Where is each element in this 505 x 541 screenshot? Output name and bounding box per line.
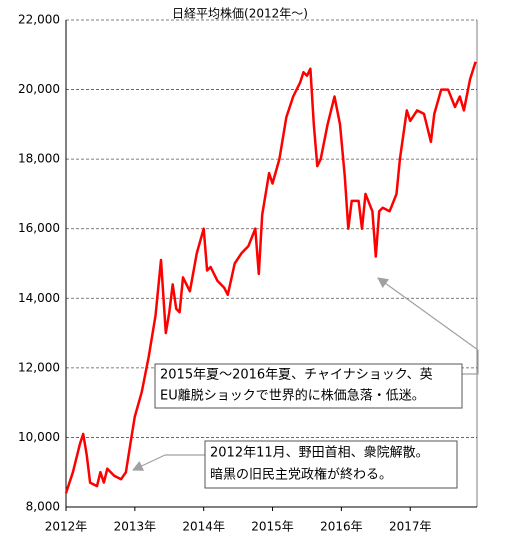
x-tick-label: 2016年 [320,520,363,534]
x-tick-label: 2013年 [114,520,157,534]
callout-line [462,350,479,375]
y-tick-label: 18,000 [18,152,60,166]
y-tick-label: 16,000 [18,221,60,235]
annotation-box [154,363,463,409]
x-tick-label: 2012年 [45,520,88,534]
annotation-text: 2012年11月、野田首相、衆院解散。 [210,445,429,461]
y-tick-label: 20,000 [18,82,60,96]
y-tick-label: 14,000 [18,291,60,305]
annotation-text: 2015年夏～2016年夏、チャイナショック、英 [160,368,433,383]
y-tick-label: 10,000 [18,430,60,444]
x-tick-label: 2014年 [182,520,225,534]
y-tick-label: 8,000 [26,500,60,514]
callout-arrow [132,454,166,471]
annotation-box [204,440,458,489]
annotation-text: 暗黒の旧民主党政権が終わる。 [210,467,392,483]
chart-title: 日経平均株価(2012年～) [172,6,308,21]
callout-arrow [377,277,479,351]
plot [64,61,477,494]
y-tick-label: 12,000 [18,360,60,374]
x-tick-label: 2015年 [251,520,294,534]
series-line [64,61,477,494]
annotation-text: EU離脱ショックで世界的に株価急落・低迷。 [160,388,425,404]
y-tick-label: 22,000 [18,13,60,27]
x-tick-label: 2017年 [389,520,432,534]
